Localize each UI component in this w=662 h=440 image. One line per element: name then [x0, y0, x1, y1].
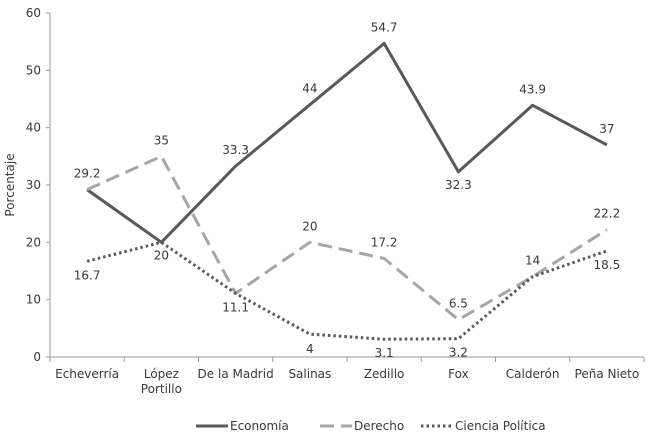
x-tick-label-line: Salinas — [288, 367, 331, 381]
data-label: 14 — [525, 254, 540, 268]
series-line-0 — [86, 41, 608, 244]
data-label: 54.7 — [371, 20, 398, 34]
x-tick-label: Salinas — [288, 367, 331, 381]
y-axis-title: Porcentaje — [3, 153, 17, 216]
y-tick-label: 0 — [33, 350, 41, 364]
data-label: 3.1 — [375, 346, 394, 360]
data-label: 37 — [599, 122, 614, 136]
series-line-1 — [86, 154, 608, 322]
data-label: 17.2 — [371, 235, 398, 249]
data-label: 3.2 — [449, 346, 468, 360]
x-tick-label-line: Fox — [448, 367, 469, 381]
x-tick-label: Fox — [448, 367, 469, 381]
series-line-2 — [86, 240, 608, 341]
axes: 0 10 20 30 40 50 60 Porcentaje Echeverría López Po… — [3, 6, 645, 396]
x-tick-label-line: Portillo — [141, 382, 182, 396]
y-tick-label: 10 — [26, 293, 41, 307]
x-tick-label-line: Zedillo — [364, 367, 405, 381]
data-label: 6.5 — [449, 297, 468, 311]
x-tick-label-line: Echeverría — [55, 367, 119, 381]
y-tick-label: 30 — [26, 178, 41, 192]
data-label: 22.2 — [594, 207, 621, 221]
data-label: 18.5 — [594, 258, 621, 272]
data-label: 32.3 — [445, 178, 472, 192]
x-tick-label: Peña Nieto — [575, 367, 640, 381]
data-label: 35 — [154, 133, 169, 147]
data-label: 16.7 — [74, 268, 101, 282]
y-tick-label: 40 — [26, 121, 41, 135]
data-label: 33.3 — [222, 143, 249, 157]
x-tick-label-line: De la Madrid — [198, 367, 274, 381]
x-tick-label: Calderón — [506, 367, 560, 381]
data-label: 11.1 — [222, 300, 249, 314]
data-label: 4 — [306, 342, 314, 356]
y-tick-label: 20 — [26, 235, 41, 249]
legend: Economía Derecho Ciencia Política — [196, 419, 546, 433]
legend-label: Derecho — [354, 419, 404, 433]
legend-label: Economía — [230, 419, 289, 433]
series-layer — [86, 41, 608, 341]
x-tick-label-line: Peña Nieto — [575, 367, 640, 381]
y-tick-label: 60 — [26, 6, 41, 20]
data-label: 20 — [302, 219, 317, 233]
data-label: 29.2 — [74, 167, 101, 181]
x-tick-label: De la Madrid — [198, 367, 274, 381]
data-label: 44 — [302, 82, 317, 96]
x-tick-label: López Portillo — [141, 367, 182, 396]
data-labels: 20 33.3 44 54.7 32.3 43.9 37 29.2 35 11.1 20 17.2 6.… — [74, 20, 620, 360]
data-label: 20 — [154, 248, 169, 262]
y-tick-label: 50 — [26, 63, 41, 77]
x-tick-label-line: Calderón — [506, 367, 560, 381]
x-tick-label-line: López — [144, 367, 179, 381]
x-tick-label: Echeverría — [55, 367, 119, 381]
legend-label: Ciencia Política — [455, 419, 546, 433]
x-tick-label: Zedillo — [364, 367, 405, 381]
data-label: 43.9 — [519, 82, 546, 96]
